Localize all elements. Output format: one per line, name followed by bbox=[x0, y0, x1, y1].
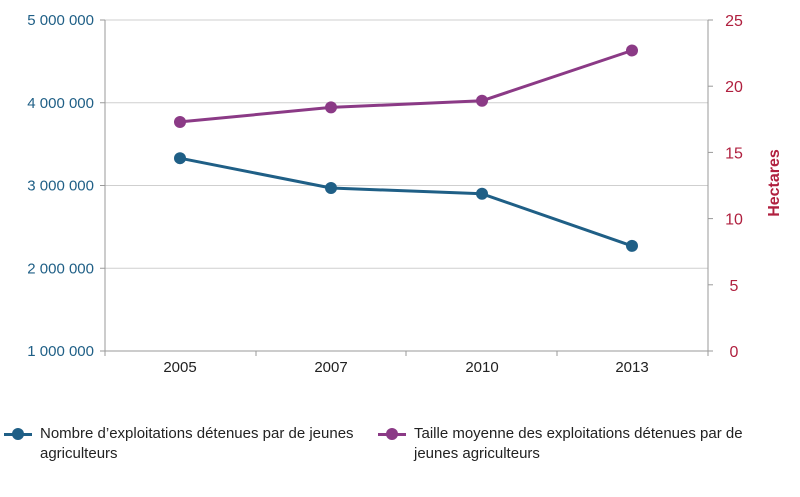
right-axis-label: Hectares bbox=[766, 149, 783, 217]
left-axis-ticks: 1 000 000 2 000 000 3 000 000 4 000 000 5 00… bbox=[27, 12, 94, 360]
data-point-nombre bbox=[626, 239, 638, 252]
right-tick-label: 15 bbox=[725, 145, 743, 162]
data-point-taille bbox=[476, 94, 488, 107]
right-tick-label: 20 bbox=[725, 79, 743, 96]
series-layer bbox=[174, 44, 638, 252]
right-tick-label: 5 bbox=[730, 278, 739, 295]
left-tick-label: 2 000 000 bbox=[27, 260, 94, 277]
legend-swatch-nombre bbox=[4, 424, 32, 444]
left-tick-label: 3 000 000 bbox=[27, 178, 94, 195]
axes bbox=[100, 19, 713, 356]
data-point-nombre bbox=[174, 152, 186, 165]
gridlines bbox=[105, 19, 708, 269]
chart: 1 000 000 2 000 000 3 000 000 4 000 000 5 00… bbox=[27, 12, 783, 376]
data-point-nombre bbox=[325, 181, 337, 194]
legend-item-taille: Taille moyenne des exploitations détenue… bbox=[378, 424, 788, 464]
x-tick-label: 2005 bbox=[163, 359, 196, 376]
data-point-nombre bbox=[476, 187, 488, 200]
series-line-taille bbox=[179, 49, 633, 124]
x-tick-label: 2010 bbox=[465, 359, 498, 376]
data-point-taille bbox=[325, 101, 337, 114]
left-tick-label: 5 000 000 bbox=[27, 12, 94, 29]
data-point-taille bbox=[626, 44, 638, 57]
x-tick-label: 2013 bbox=[615, 359, 648, 376]
x-axis-ticks: 2005 2007 2010 2013 bbox=[163, 359, 648, 376]
legend-item-nombre: Nombre d’exploitations détenues par de j… bbox=[4, 424, 364, 464]
data-point-taille bbox=[174, 115, 186, 128]
left-tick-label: 1 000 000 bbox=[27, 343, 94, 360]
series-line-nombre bbox=[179, 156, 633, 248]
legend-label-nombre: Nombre d’exploitations détenues par de j… bbox=[40, 425, 354, 462]
legend-swatch-taille bbox=[378, 424, 406, 444]
right-tick-label: 25 bbox=[725, 13, 743, 30]
left-tick-label: 4 000 000 bbox=[27, 95, 94, 112]
x-tick-label: 2007 bbox=[314, 359, 347, 376]
right-axis-ticks: 0 5 10 15 20 25 bbox=[725, 13, 743, 361]
right-tick-label: 10 bbox=[725, 212, 743, 229]
right-tick-label: 0 bbox=[730, 344, 739, 361]
legend-label-taille: Taille moyenne des exploitations détenue… bbox=[414, 425, 743, 462]
